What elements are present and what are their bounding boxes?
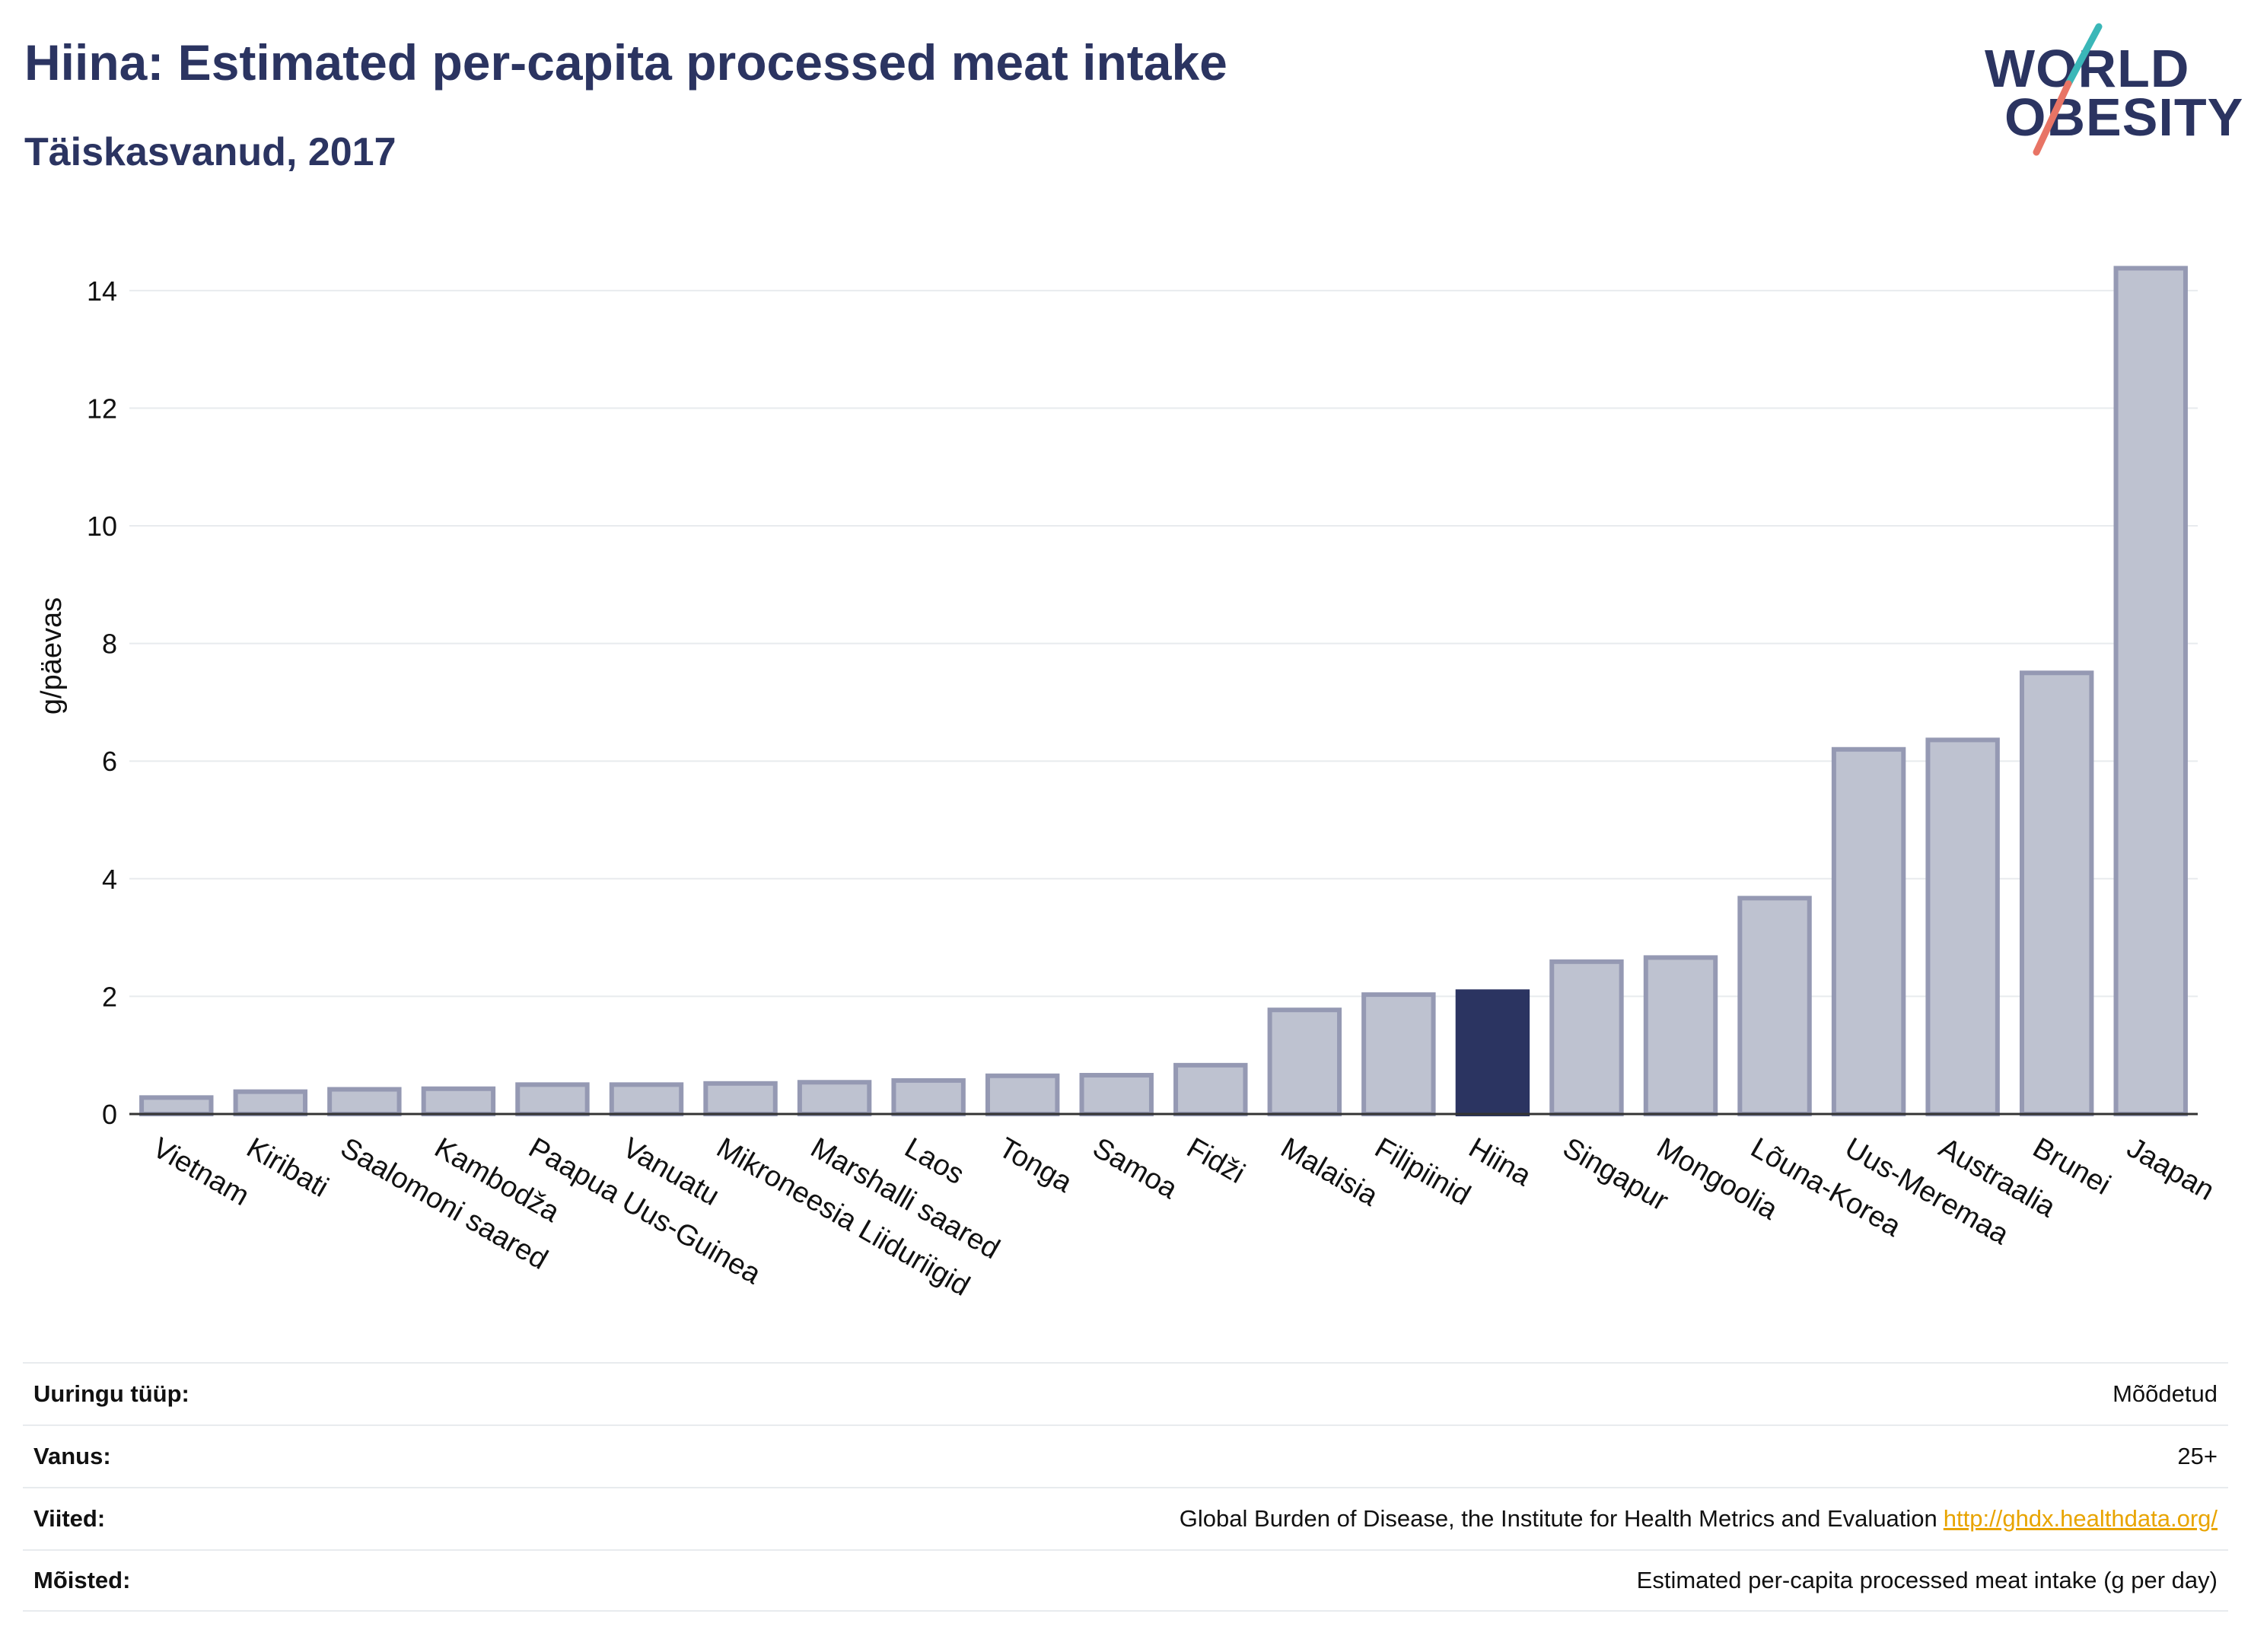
y-tick-label: 6 bbox=[102, 746, 117, 777]
bar bbox=[891, 1077, 966, 1117]
chart-subtitle: Täiskasvanud, 2017 bbox=[24, 130, 396, 174]
bar bbox=[1925, 737, 2000, 1116]
bar bbox=[2019, 670, 2094, 1116]
x-tick-label: Fidži bbox=[1181, 1132, 1250, 1189]
info-label: Vanus: bbox=[33, 1443, 111, 1469]
x-tick-label: Kiribati bbox=[241, 1132, 334, 1203]
x-tick-label: Samoa bbox=[1087, 1132, 1183, 1205]
info-label: Uuringu tüüp: bbox=[33, 1380, 189, 1407]
x-tick-label: Filipiinid bbox=[1369, 1132, 1476, 1211]
bar bbox=[1079, 1072, 1154, 1116]
info-value: Global Burden of Disease, the Institute … bbox=[1179, 1505, 1937, 1532]
info-row-age: Vanus: 25+ bbox=[23, 1424, 2228, 1487]
info-row-definitions: Mõisted: Estimated per-capita processed … bbox=[23, 1549, 2228, 1612]
bar bbox=[1173, 1062, 1248, 1117]
world-obesity-logo: WORLD OBESITY bbox=[1985, 23, 2243, 160]
logo-slash-icon bbox=[2033, 23, 2103, 156]
bar bbox=[1643, 955, 1718, 1116]
bar bbox=[421, 1086, 496, 1117]
reference-link[interactable]: http://ghdx.healthdata.org/ bbox=[1943, 1505, 2218, 1532]
info-label: Viited: bbox=[33, 1505, 106, 1532]
y-tick-label: 0 bbox=[102, 1099, 117, 1130]
bar bbox=[233, 1089, 308, 1117]
info-table: Uuringu tüüp: Mõõdetud Vanus: 25+ Viited… bbox=[23, 1362, 2228, 1612]
info-value-container: Global Burden of Disease, the Institute … bbox=[1180, 1505, 2218, 1533]
bar bbox=[139, 1095, 214, 1117]
chart-title: Hiina: Estimated per-capita processed me… bbox=[24, 34, 1227, 91]
info-label: Mõisted: bbox=[33, 1567, 131, 1593]
bar bbox=[1549, 959, 1624, 1117]
y-tick-label: 2 bbox=[102, 981, 117, 1012]
x-tick-label: Laos bbox=[899, 1132, 969, 1191]
bar bbox=[797, 1080, 872, 1116]
bar bbox=[1267, 1007, 1342, 1117]
y-tick-label: 8 bbox=[102, 629, 117, 660]
info-value: Mõõdetud bbox=[2113, 1380, 2218, 1407]
bar bbox=[327, 1087, 402, 1117]
x-tick-label: Vietnam bbox=[147, 1132, 254, 1212]
bar bbox=[1831, 746, 1906, 1117]
y-axis-ticks: 0 2 4 6 8 10 12 14 bbox=[87, 275, 117, 1130]
x-tick-label: Jaapan bbox=[2122, 1132, 2220, 1207]
x-tick-label: Singapur bbox=[1557, 1132, 1673, 1218]
bar bbox=[703, 1081, 778, 1117]
info-row-references: Viited: Global Burden of Disease, the In… bbox=[23, 1487, 2228, 1549]
bar bbox=[1361, 992, 1436, 1116]
info-value: 25+ bbox=[2177, 1443, 2218, 1469]
bar bbox=[515, 1082, 590, 1116]
x-tick-label: Malaisia bbox=[1275, 1132, 1383, 1212]
info-row-survey-type: Uuringu tüüp: Mõõdetud bbox=[23, 1362, 2228, 1424]
bar bbox=[2113, 266, 2188, 1117]
y-tick-label: 12 bbox=[87, 393, 117, 424]
y-tick-label: 10 bbox=[87, 511, 117, 542]
bar bbox=[1737, 896, 1812, 1117]
bar-highlighted bbox=[1455, 989, 1530, 1117]
y-axis-label: g/päevas bbox=[36, 597, 68, 715]
bar bbox=[985, 1073, 1060, 1116]
bar bbox=[609, 1082, 684, 1116]
info-value: Estimated per-capita processed meat inta… bbox=[1636, 1567, 2218, 1593]
bars bbox=[139, 266, 2188, 1117]
y-tick-label: 4 bbox=[102, 864, 117, 895]
x-tick-label: Tonga bbox=[993, 1132, 1078, 1199]
y-tick-label: 14 bbox=[87, 275, 117, 307]
